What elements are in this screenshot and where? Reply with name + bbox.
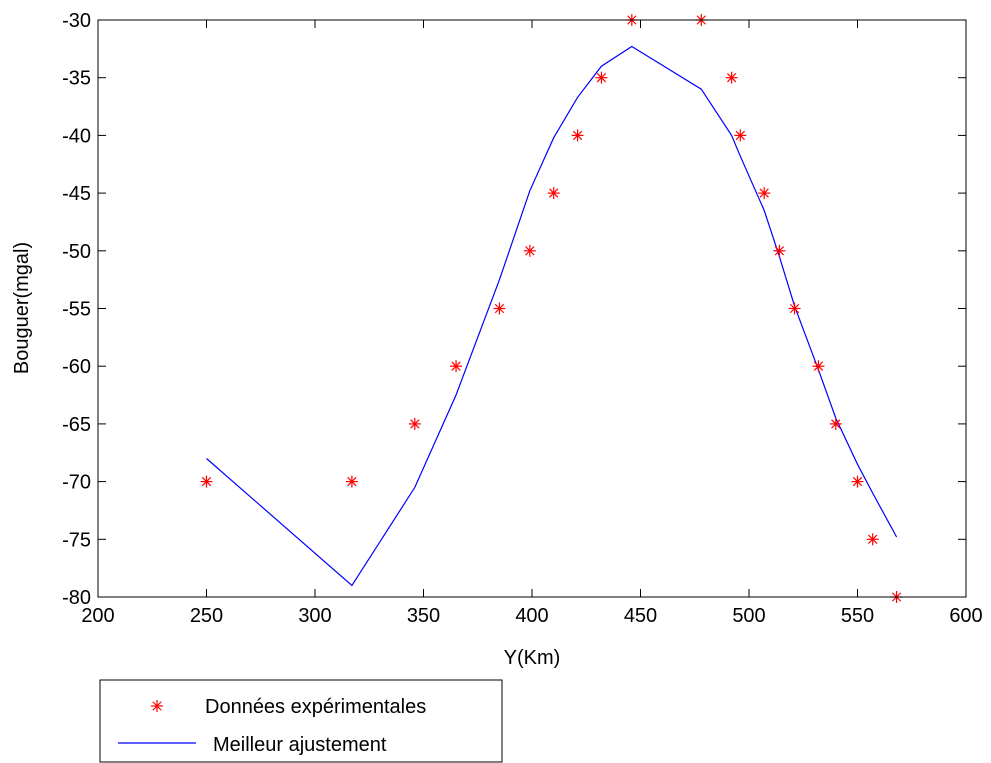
x-tick-label: 250 [190, 605, 223, 627]
x-tick-label: 300 [298, 605, 331, 627]
data-point [345, 475, 358, 488]
legend-asterisk [151, 700, 163, 712]
x-tick-label: 500 [732, 605, 765, 627]
data-point [408, 417, 421, 430]
x-tick-label: 600 [949, 605, 982, 627]
plot-area [98, 20, 966, 597]
legend-label-experimental: Données expérimentales [205, 696, 426, 718]
fit-line-layer [206, 45, 898, 587]
legend-label-fit: Meilleur ajustement [213, 734, 387, 756]
data-point [493, 302, 506, 315]
y-tick-label: -65 [62, 414, 91, 436]
y-tick-label: -70 [62, 472, 91, 494]
data-point [773, 244, 786, 257]
y-tick-label: -80 [62, 587, 91, 609]
data-point [734, 129, 747, 142]
data-point [200, 475, 213, 488]
y-tick-label: -35 [62, 68, 91, 90]
data-point [571, 129, 584, 142]
data-point [725, 71, 738, 84]
data-point [866, 533, 879, 546]
data-point [595, 71, 608, 84]
x-tick-label: 400 [515, 605, 548, 627]
y-tick-label: -55 [62, 299, 91, 321]
data-point [812, 360, 825, 373]
y-tick-label: -45 [62, 183, 91, 205]
data-point [851, 475, 864, 488]
y-tick-label: -50 [62, 241, 91, 263]
y-tick-label: -75 [62, 529, 91, 551]
x-tick-label: 550 [841, 605, 874, 627]
data-point [450, 360, 463, 373]
y-tick-label: -40 [62, 125, 91, 147]
data-point [758, 187, 771, 200]
fit-line [206, 45, 898, 587]
x-axis-label: Y(Km) [504, 647, 561, 669]
legend-box [99, 679, 503, 763]
axes: 200 250 300 350 400 450 500 550 600 -30 -35 -40 -45 -… [62, 10, 983, 627]
data-point [788, 302, 801, 315]
y-tick-label: -60 [62, 356, 91, 378]
data-point [523, 244, 536, 257]
y-axis-label: Bouguer(mgal) [11, 242, 33, 374]
legend-asterisk-marker [151, 700, 163, 712]
x-tick-label: 350 [407, 605, 440, 627]
x-tick-label: 450 [624, 605, 657, 627]
data-point [829, 417, 842, 430]
y-tick-label: -30 [62, 10, 91, 32]
x-tick-label: 200 [81, 605, 114, 627]
legend: Données expérimentales Meilleur ajusteme… [99, 679, 503, 763]
data-point [547, 187, 560, 200]
